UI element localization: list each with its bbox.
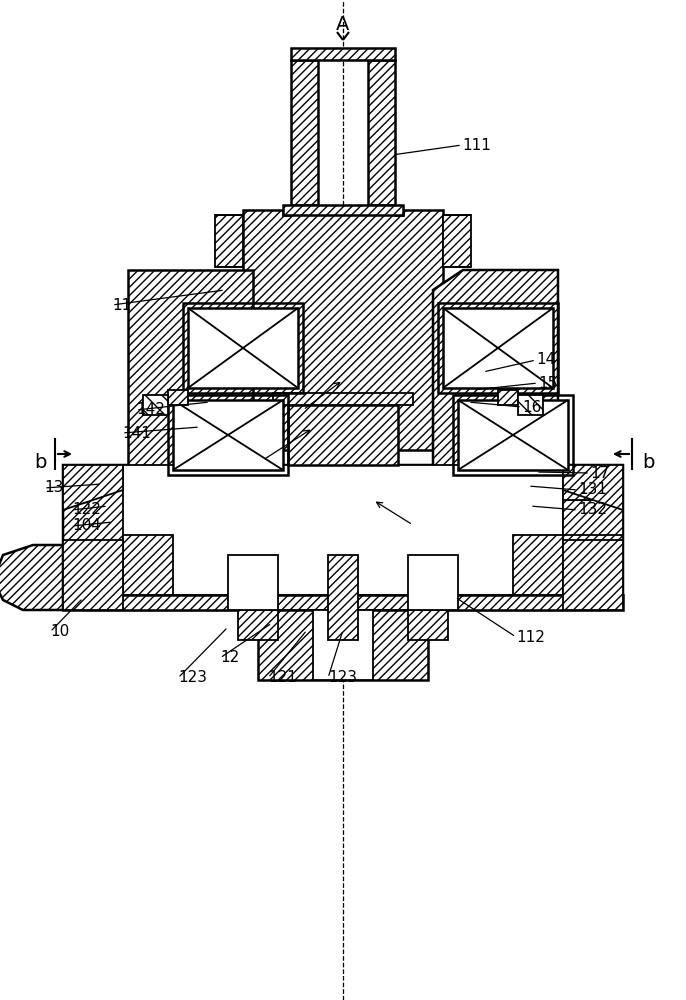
Text: 131: 131 xyxy=(578,483,607,497)
Bar xyxy=(518,395,543,415)
Text: 142: 142 xyxy=(136,402,165,418)
Polygon shape xyxy=(215,285,243,337)
Bar xyxy=(563,500,623,535)
Bar xyxy=(438,303,558,393)
Text: 112: 112 xyxy=(516,630,545,645)
Bar xyxy=(313,610,373,680)
Bar xyxy=(238,610,278,640)
Text: 141: 141 xyxy=(122,426,151,440)
Bar xyxy=(458,400,568,470)
Bar xyxy=(563,470,603,500)
Text: 122: 122 xyxy=(72,502,101,518)
Bar xyxy=(288,405,398,465)
Polygon shape xyxy=(63,540,123,610)
Polygon shape xyxy=(243,210,443,450)
Bar xyxy=(188,308,298,388)
Polygon shape xyxy=(443,285,471,337)
Bar xyxy=(291,48,395,60)
Bar xyxy=(183,303,303,393)
Text: 104: 104 xyxy=(72,518,101,534)
Text: 11: 11 xyxy=(112,298,131,312)
Polygon shape xyxy=(443,215,471,267)
Polygon shape xyxy=(215,355,243,407)
Text: 132: 132 xyxy=(578,502,607,518)
Text: 111: 111 xyxy=(462,137,491,152)
Bar xyxy=(123,535,173,595)
Polygon shape xyxy=(433,270,558,490)
Bar xyxy=(513,535,563,595)
Bar xyxy=(273,393,413,405)
Bar xyxy=(143,395,168,415)
Text: b: b xyxy=(642,454,654,473)
Bar xyxy=(498,390,518,405)
Bar xyxy=(283,205,403,215)
Polygon shape xyxy=(368,60,395,205)
Bar xyxy=(173,400,283,470)
Polygon shape xyxy=(563,465,623,510)
Bar xyxy=(258,610,428,680)
Polygon shape xyxy=(63,465,123,510)
Text: 10: 10 xyxy=(50,624,69,640)
Text: A: A xyxy=(336,14,350,33)
Bar xyxy=(408,610,448,640)
Text: 16: 16 xyxy=(522,399,541,414)
Polygon shape xyxy=(563,540,623,610)
Bar xyxy=(168,390,188,405)
Text: 15: 15 xyxy=(538,375,557,390)
Bar xyxy=(408,555,458,610)
Bar xyxy=(63,595,623,610)
Text: 123: 123 xyxy=(178,670,207,686)
Polygon shape xyxy=(63,465,623,610)
Text: 123: 123 xyxy=(328,670,357,686)
Polygon shape xyxy=(128,270,253,490)
Bar xyxy=(123,465,563,595)
Bar xyxy=(443,308,553,388)
Bar xyxy=(453,395,573,475)
Text: b: b xyxy=(34,454,46,473)
Text: 12: 12 xyxy=(220,650,239,666)
Bar xyxy=(328,555,358,640)
Polygon shape xyxy=(0,545,63,610)
Polygon shape xyxy=(443,355,471,407)
Text: 121: 121 xyxy=(268,670,297,686)
Polygon shape xyxy=(215,215,243,267)
Text: 13: 13 xyxy=(44,481,63,495)
Bar xyxy=(563,465,588,480)
Text: 14: 14 xyxy=(536,353,555,367)
Bar xyxy=(228,555,278,610)
Polygon shape xyxy=(291,60,318,205)
Bar xyxy=(168,395,288,475)
Text: 17: 17 xyxy=(590,466,609,481)
